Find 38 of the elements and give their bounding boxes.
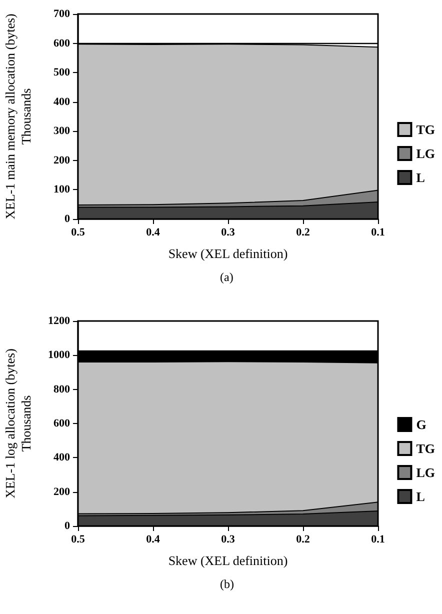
y-tick-label: 0 [64, 520, 70, 532]
y-axis-title: XEL-1 main memory allocation (bytes) Thousands [2, 14, 34, 220]
y-tick-label: 500 [54, 66, 70, 79]
x-axis-title: Skew (XEL definition) [168, 553, 288, 568]
x-tick-label: 0.1 [371, 534, 385, 546]
x-axis-title: Skew (XEL definition) [168, 246, 288, 261]
y-axis-title: XEL-1 log allocation (bytes) Thousands [2, 348, 34, 498]
y-tick-label: 700 [54, 8, 70, 20]
legend-label: L [416, 489, 426, 504]
y-tick-label: 800 [54, 383, 70, 396]
legend-label: L [416, 170, 426, 185]
legend-label: LG [416, 465, 436, 480]
y-tick-label: 200 [54, 486, 70, 498]
x-tick-label: 0.3 [221, 534, 236, 546]
y-tick-label: 600 [54, 37, 70, 50]
y-tick-label: 400 [54, 96, 70, 108]
x-tick-label: 0.4 [146, 226, 160, 238]
x-tick-label: 0.2 [296, 534, 310, 546]
legend-label: TG [416, 441, 436, 456]
y-tick-label: 300 [54, 125, 70, 138]
x-tick-label: 0.3 [221, 226, 236, 238]
y-tick-label: 400 [54, 452, 70, 464]
y-tick-label: 1000 [48, 349, 70, 362]
x-tick-label: 0.5 [71, 226, 86, 238]
legend-label: TG [416, 122, 436, 137]
text: (a) [220, 270, 234, 284]
legend-label: LG [416, 146, 436, 161]
y-tick-label: 0 [64, 213, 70, 225]
x-tick-label: 0.2 [296, 226, 310, 238]
x-tick-label: 0.5 [71, 534, 86, 546]
legend-label: G [416, 417, 426, 432]
y-tick-label: 100 [54, 184, 70, 196]
x-tick-label: 0.4 [146, 534, 160, 546]
y-tick-label: 200 [54, 154, 70, 166]
text: (b) [220, 577, 234, 591]
x-tick-label: 0.1 [371, 226, 385, 238]
y-tick-label: 600 [54, 418, 70, 430]
y-tick-label: 1200 [48, 315, 70, 327]
